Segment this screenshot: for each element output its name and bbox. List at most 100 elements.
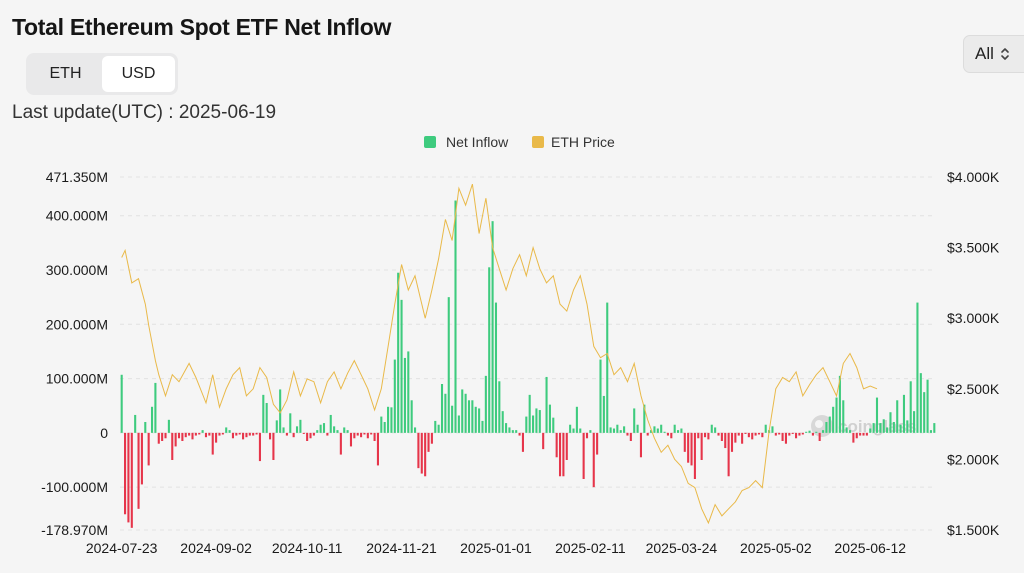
- net-inflow-bar[interactable]: [663, 431, 666, 433]
- net-inflow-bar[interactable]: [579, 428, 582, 433]
- net-inflow-bar[interactable]: [929, 430, 932, 433]
- net-inflow-bar[interactable]: [130, 432, 133, 528]
- net-inflow-bar[interactable]: [687, 432, 690, 463]
- net-inflow-bar[interactable]: [279, 389, 282, 433]
- net-inflow-bar[interactable]: [784, 432, 787, 444]
- net-inflow-bar[interactable]: [896, 400, 899, 433]
- net-inflow-bar[interactable]: [353, 432, 356, 439]
- net-inflow-bar[interactable]: [778, 432, 781, 435]
- net-inflow-bar[interactable]: [845, 427, 848, 433]
- net-inflow-bar[interactable]: [670, 432, 673, 439]
- net-inflow-bar[interactable]: [518, 432, 521, 436]
- net-inflow-bar[interactable]: [882, 419, 885, 433]
- net-inflow-bar[interactable]: [397, 272, 400, 433]
- net-inflow-bar[interactable]: [188, 432, 191, 436]
- legend-label-net-inflow[interactable]: Net Inflow: [446, 134, 509, 150]
- net-inflow-bar[interactable]: [565, 432, 568, 460]
- net-inflow-bar[interactable]: [555, 432, 558, 458]
- net-inflow-bar[interactable]: [805, 431, 808, 433]
- net-inflow-bar[interactable]: [606, 302, 609, 433]
- net-inflow-bar[interactable]: [457, 415, 460, 433]
- net-inflow-bar[interactable]: [262, 394, 265, 433]
- net-inflow-bar[interactable]: [134, 414, 137, 433]
- net-inflow-bar[interactable]: [211, 432, 214, 455]
- toggle-option-usd[interactable]: USD: [102, 56, 175, 92]
- net-inflow-bar[interactable]: [703, 432, 707, 438]
- net-inflow-bar[interactable]: [515, 430, 518, 433]
- net-inflow-bar[interactable]: [838, 375, 841, 433]
- net-inflow-bar[interactable]: [484, 375, 487, 433]
- net-inflow-bar[interactable]: [727, 432, 730, 477]
- net-inflow-bar[interactable]: [360, 432, 363, 438]
- net-inflow-bar[interactable]: [737, 432, 740, 436]
- net-inflow-bar[interactable]: [700, 432, 703, 460]
- net-inflow-bar[interactable]: [609, 427, 612, 433]
- net-inflow-bar[interactable]: [899, 424, 902, 433]
- net-inflow-bar[interactable]: [825, 421, 828, 433]
- net-inflow-bar[interactable]: [329, 414, 332, 433]
- net-inflow-bar[interactable]: [538, 410, 541, 433]
- net-inflow-bar[interactable]: [319, 424, 322, 433]
- net-inflow-bar[interactable]: [693, 432, 696, 479]
- net-inflow-bar[interactable]: [535, 408, 538, 433]
- net-inflow-bar[interactable]: [933, 423, 936, 433]
- net-inflow-bar[interactable]: [680, 428, 683, 433]
- net-inflow-bar[interactable]: [252, 432, 255, 436]
- net-inflow-bar[interactable]: [660, 424, 663, 433]
- net-inflow-bar[interactable]: [363, 432, 366, 435]
- net-inflow-bar[interactable]: [221, 432, 224, 435]
- net-inflow-bar[interactable]: [562, 432, 565, 477]
- net-inflow-bar[interactable]: [683, 432, 686, 452]
- net-inflow-bar[interactable]: [417, 432, 420, 469]
- net-inflow-bar[interactable]: [380, 416, 383, 433]
- net-inflow-bar[interactable]: [269, 432, 272, 440]
- net-inflow-bar[interactable]: [174, 432, 177, 447]
- net-inflow-bar[interactable]: [508, 427, 511, 433]
- net-inflow-bar[interactable]: [167, 419, 170, 433]
- net-inflow-bar[interactable]: [306, 432, 309, 441]
- net-inflow-bar[interactable]: [848, 430, 852, 433]
- net-inflow-bar[interactable]: [720, 432, 723, 441]
- net-inflow-bar[interactable]: [542, 432, 545, 450]
- net-inflow-bar[interactable]: [501, 411, 504, 433]
- net-inflow-bar[interactable]: [913, 411, 916, 433]
- net-inflow-bar[interactable]: [832, 406, 835, 433]
- net-inflow-bar[interactable]: [798, 432, 801, 436]
- net-inflow-bar[interactable]: [248, 432, 251, 436]
- net-inflow-bar[interactable]: [842, 400, 845, 433]
- net-inflow-bar[interactable]: [744, 432, 747, 434]
- net-inflow-bar[interactable]: [494, 302, 498, 433]
- net-inflow-bar[interactable]: [879, 423, 882, 433]
- net-inflow-bar[interactable]: [714, 427, 717, 433]
- net-inflow-bar[interactable]: [238, 432, 241, 435]
- net-inflow-bar[interactable]: [653, 426, 656, 433]
- net-inflow-bar[interactable]: [451, 405, 454, 433]
- net-inflow-bar[interactable]: [859, 432, 862, 436]
- net-inflow-bar[interactable]: [140, 432, 143, 485]
- net-inflow-bar[interactable]: [204, 432, 208, 438]
- net-inflow-bar[interactable]: [865, 432, 868, 436]
- net-inflow-bar[interactable]: [164, 432, 167, 439]
- net-inflow-bar[interactable]: [828, 416, 831, 433]
- net-inflow-bar[interactable]: [154, 382, 157, 433]
- net-inflow-bar[interactable]: [862, 432, 865, 436]
- net-inflow-bar[interactable]: [420, 432, 423, 474]
- net-inflow-bar[interactable]: [808, 430, 811, 433]
- net-inflow-bar[interactable]: [258, 432, 261, 462]
- net-inflow-bar[interactable]: [690, 432, 693, 466]
- net-inflow-bar[interactable]: [464, 393, 467, 433]
- net-inflow-bar[interactable]: [811, 432, 814, 436]
- net-inflow-bar[interactable]: [437, 424, 440, 433]
- net-inflow-bar[interactable]: [225, 427, 228, 433]
- net-inflow-bar[interactable]: [791, 432, 794, 434]
- net-inflow-bar[interactable]: [366, 432, 369, 439]
- net-inflow-bar[interactable]: [710, 424, 713, 433]
- net-inflow-bar[interactable]: [228, 430, 231, 433]
- net-inflow-bar[interactable]: [532, 415, 535, 433]
- net-inflow-bar[interactable]: [289, 413, 292, 433]
- net-inflow-bar[interactable]: [198, 432, 201, 435]
- net-inflow-bar[interactable]: [923, 392, 926, 433]
- net-inflow-bar[interactable]: [390, 407, 393, 433]
- net-inflow-bar[interactable]: [919, 373, 922, 433]
- net-inflow-bar[interactable]: [349, 432, 353, 447]
